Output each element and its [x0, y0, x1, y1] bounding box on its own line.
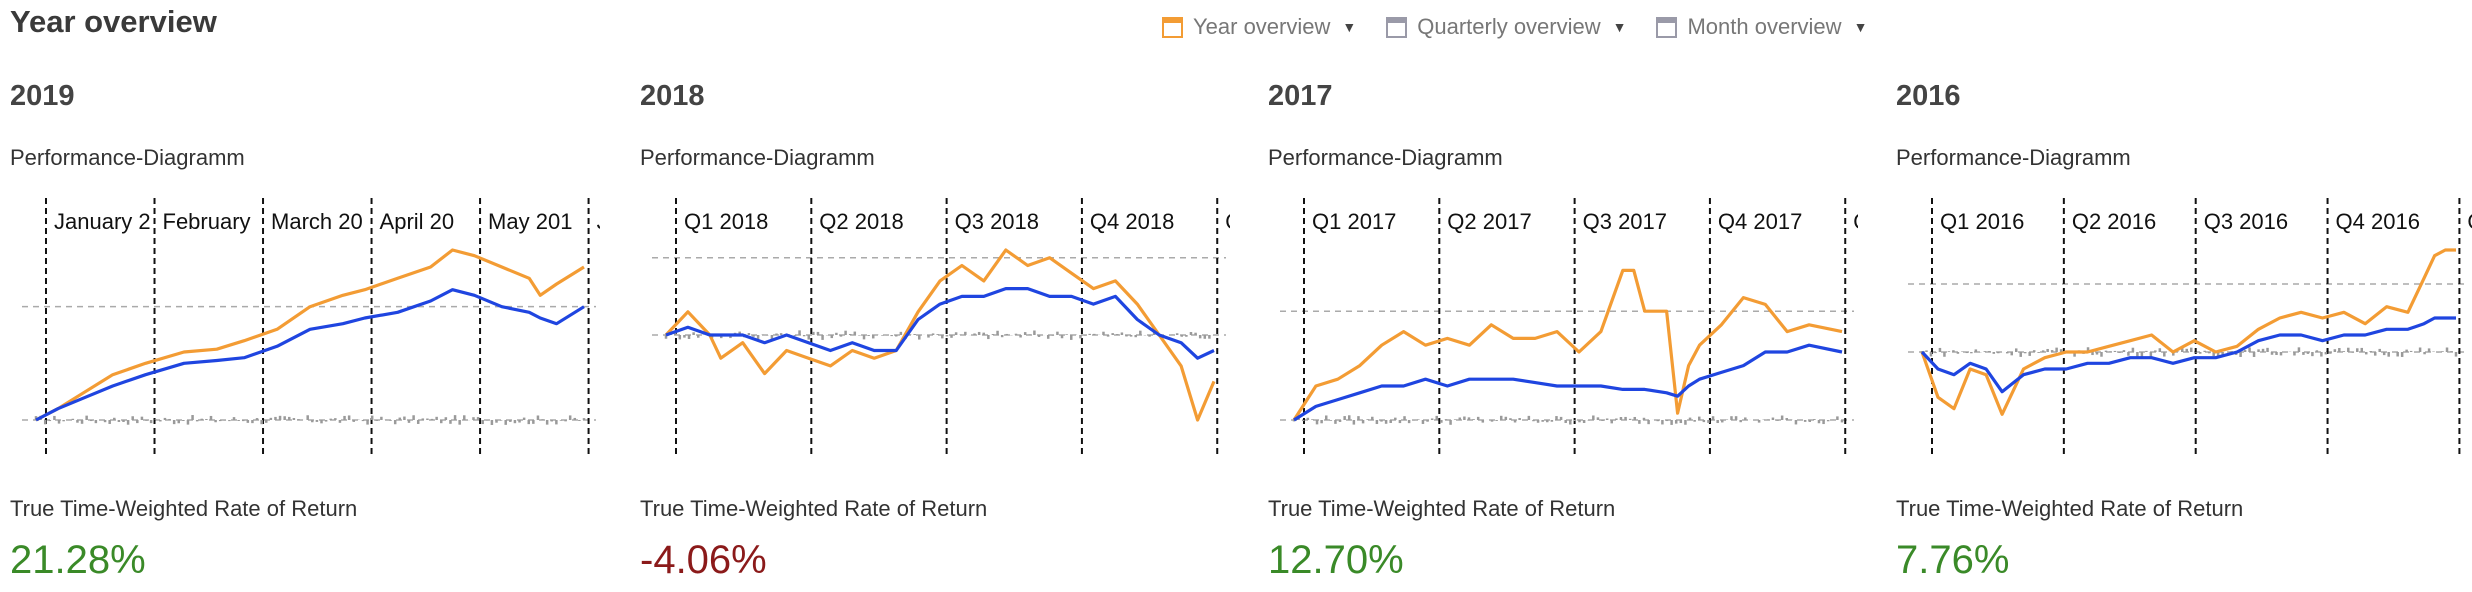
calendar-icon	[1656, 16, 1678, 38]
period-label: Q4 2017	[1718, 209, 1802, 234]
chevron-down-icon[interactable]: ▼	[1342, 19, 1357, 35]
daily-returns	[34, 415, 586, 425]
portfolio-line	[664, 248, 1216, 422]
panel-year: 2018	[640, 80, 705, 112]
tab-label: Year overview	[1193, 14, 1331, 39]
period-label: Q1 2017	[1312, 209, 1396, 234]
tab-label: Quarterly overview	[1417, 14, 1601, 39]
period-label: Q2 2017	[1447, 209, 1531, 234]
page-title: Year overview	[10, 4, 217, 39]
year-panel-2019: 2019 Performance-Diagramm January 2 Febru…	[0, 0, 600, 592]
tab-quarterly-overview[interactable]: Quarterly overview ▼	[1386, 14, 1626, 40]
year-panel-2016: 2016 Performance-Diagramm Q1 2016 Q2 2016…	[1886, 0, 2472, 592]
period-label: March 20	[271, 209, 363, 234]
diagram-label: Performance-Diagramm	[1268, 145, 1503, 170]
panel-year: 2016	[1896, 80, 1961, 112]
benchmark-line	[35, 288, 585, 422]
period-label: Q2 2016	[2072, 209, 2156, 234]
period-label: January 2	[54, 209, 151, 234]
return-label: True Time-Weighted Rate of Return	[1896, 496, 2244, 521]
period-label: Q	[2467, 209, 2472, 234]
portfolio-line	[35, 248, 585, 422]
tab-label: Month overview	[1687, 14, 1842, 39]
benchmark-line	[1920, 316, 2456, 394]
period-label: Q3 2018	[955, 209, 1039, 234]
overview-tabs: Year overview ▼ Quarterly overview ▼ Mon…	[1162, 10, 1897, 44]
return-label: True Time-Weighted Rate of Return	[640, 496, 988, 521]
performance-chart[interactable]: Q1 2017 Q2 2017 Q3 2017 Q4 2017 Q	[1258, 192, 1858, 472]
performance-chart[interactable]: Q1 2016 Q2 2016 Q3 2016 Q4 2016 Q	[1886, 192, 2472, 472]
daily-returns	[1920, 347, 2458, 357]
chevron-down-icon[interactable]: ▼	[1612, 19, 1627, 35]
period-label: Q	[1853, 209, 1858, 234]
benchmark-line	[665, 287, 1215, 360]
period-label: Q1 2018	[684, 209, 768, 234]
calendar-icon	[1162, 16, 1183, 38]
daily-returns	[1292, 415, 1844, 425]
return-value: 7.76%	[1896, 538, 2010, 582]
performance-chart[interactable]: January 2 February March 20 April 20 May 201…	[0, 192, 600, 472]
calendar-icon	[1386, 16, 1408, 38]
chevron-down-icon[interactable]: ▼	[1853, 19, 1868, 35]
period-label: May 201	[488, 209, 572, 234]
period-label: Q3 2017	[1583, 209, 1667, 234]
period-label: Q4 2018	[1090, 209, 1174, 234]
panel-year: 2019	[10, 80, 75, 112]
return-value: 21.28%	[10, 538, 146, 582]
daily-returns	[664, 330, 1216, 340]
return-value: -4.06%	[640, 538, 767, 582]
period-label: Q	[1225, 209, 1230, 234]
portfolio-line	[1292, 268, 1843, 421]
return-label: True Time-Weighted Rate of Return	[10, 496, 358, 521]
return-label: True Time-Weighted Rate of Return	[1268, 496, 1616, 521]
period-label: Q3 2016	[2204, 209, 2288, 234]
benchmark-line	[1293, 343, 1843, 422]
period-label: February	[163, 209, 251, 234]
performance-chart[interactable]: Q1 2018 Q2 2018 Q3 2018 Q4 2018 Q	[630, 192, 1230, 472]
tab-month-overview[interactable]: Month overview ▼	[1656, 14, 1867, 40]
tab-year-overview[interactable]: Year overview ▼	[1162, 14, 1356, 40]
year-panel-2018: 2018 Performance-Diagramm Q1 2018 Q2 2018…	[630, 0, 1230, 592]
period-label: Jun	[597, 209, 600, 234]
period-label: Q1 2016	[1940, 209, 2024, 234]
period-label: Q4 2016	[2336, 209, 2420, 234]
diagram-label: Performance-Diagramm	[10, 145, 245, 170]
diagram-label: Performance-Diagramm	[640, 145, 875, 170]
panel-year: 2017	[1268, 80, 1333, 112]
period-label: April 20	[380, 209, 455, 234]
return-value: 12.70%	[1268, 538, 1404, 582]
year-panel-2017: 2017 Performance-Diagramm Q1 2017 Q2 2017…	[1258, 0, 1858, 592]
portfolio-line	[1920, 248, 2456, 416]
period-label: Q2 2018	[819, 209, 903, 234]
diagram-label: Performance-Diagramm	[1896, 145, 2131, 170]
